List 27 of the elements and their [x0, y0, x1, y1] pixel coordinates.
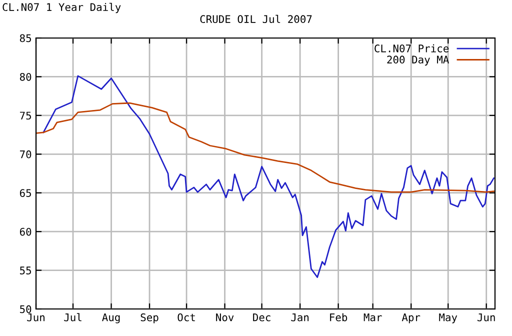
line-series: [36, 102, 494, 193]
x-tick-label: Oct: [178, 313, 195, 322]
x-tick-label: Aug: [102, 313, 120, 324]
text: CL.N07 1 Year Daily: [2, 2, 121, 14]
y-tick-label: 65: [20, 189, 31, 197]
line-series: [42, 75, 494, 278]
x-tick-label: Apr: [402, 314, 420, 324]
y-tick-label: 50: [20, 305, 32, 314]
y-tick-label: 70: [20, 150, 32, 158]
x-tick-label: Jun: [27, 314, 44, 322]
x-tick-label: Nov: [216, 314, 234, 322]
y-tick-label: 75: [20, 112, 31, 120]
x-tick-label: Jan: [291, 314, 309, 322]
x-tick-label: Jul: [64, 313, 82, 322]
y-tick-label: 60: [20, 228, 32, 236]
legend-label: 200 Day MA: [387, 56, 449, 66]
y-tick-label: 85: [20, 34, 31, 42]
legend-label: CL.N07 Price: [374, 44, 449, 52]
x-tick-label: Dec: [253, 314, 270, 322]
x-tick-label: Jun: [478, 314, 495, 322]
chart-title: CRUDE OIL Jul 2007: [200, 14, 312, 24]
y-tick-label: 80: [20, 72, 32, 81]
x-tick-label: Mar: [364, 314, 382, 322]
x-tick-label: Feb: [330, 313, 348, 322]
x-tick-label: Sep: [140, 313, 158, 324]
x-tick-label: May: [439, 314, 458, 324]
y-tick-label: 55: [20, 266, 31, 274]
